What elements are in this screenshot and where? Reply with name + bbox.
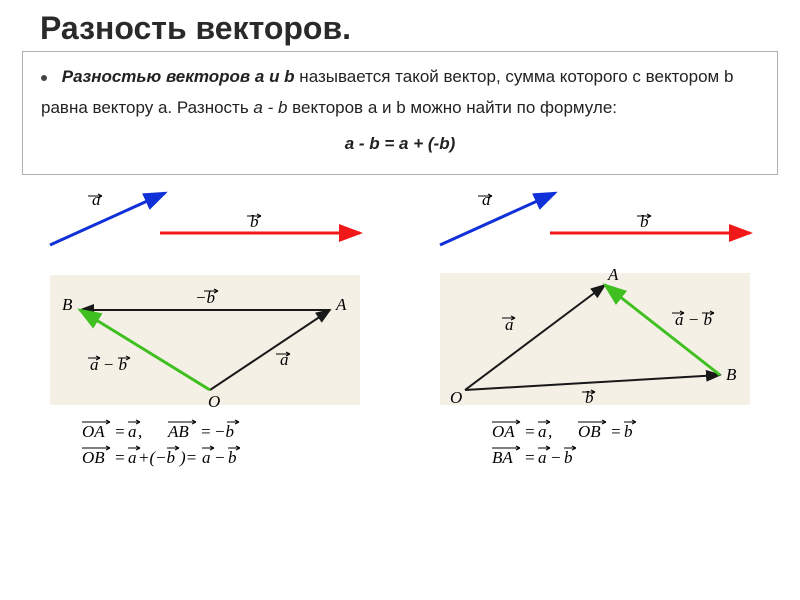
diagram-row: a b [0, 175, 800, 475]
eq-line-2: BA = a − b [492, 446, 576, 467]
svg-text:=: = [610, 422, 621, 441]
svg-text:a: a [538, 448, 547, 467]
svg-text:=: = [200, 422, 211, 441]
svg-text:b: b [624, 422, 633, 441]
vector-a [50, 193, 165, 245]
svg-text:a: a [128, 448, 137, 467]
svg-text:−: − [214, 448, 225, 467]
def-rest3: векторов a и b можно найти по формуле: [287, 98, 617, 117]
label-b: b [640, 212, 649, 231]
left-panel: a b [20, 185, 390, 475]
point-A: A [607, 265, 619, 284]
left-equations: OA = a , AB = −b OB = a +( −b [20, 415, 390, 475]
point-B: B [62, 295, 73, 314]
svg-text:+(: +( [138, 448, 156, 467]
right-panel: a b O A B a [410, 185, 780, 475]
point-A: A [335, 295, 347, 314]
svg-text:−b: −b [155, 448, 175, 467]
vector-a [440, 193, 555, 245]
svg-text:=: = [524, 448, 535, 467]
svg-text:=: = [114, 422, 125, 441]
right-equations: OA = a , OB = b BA = a − b [410, 415, 780, 475]
svg-text:b: b [228, 448, 237, 467]
bullet-icon [41, 75, 47, 81]
page-title: Разность векторов. [0, 0, 800, 47]
svg-text:OA: OA [492, 422, 515, 441]
svg-text:)=: )= [179, 448, 197, 467]
svg-text:a: a [202, 448, 211, 467]
right-top-vectors: a b [410, 185, 780, 255]
svg-text:OB: OB [82, 448, 105, 467]
def-lead: Разностью векторов a и b [62, 67, 295, 86]
eq-line-1: OA = a , AB = −b [82, 420, 239, 441]
svg-text:=: = [114, 448, 125, 467]
svg-text:a: a [128, 422, 137, 441]
point-O: O [208, 392, 220, 411]
svg-text:a: a [538, 422, 547, 441]
eq-line-1: OA = a , OB = b [492, 420, 636, 441]
definition-box: Разностью векторов a и b называется тако… [22, 51, 778, 175]
svg-text:,: , [138, 422, 142, 441]
eq-line-2: OB = a +( −b )= a − b [82, 446, 240, 467]
point-O: O [450, 388, 462, 407]
def-rest2: a - b [253, 98, 287, 117]
svg-text:=: = [524, 422, 535, 441]
left-triangle: O A B a −b a − b [20, 255, 390, 415]
svg-text:OB: OB [578, 422, 601, 441]
point-B: B [726, 365, 737, 384]
right-triangle: O A B a b a − b [410, 255, 780, 415]
svg-text:,: , [548, 422, 552, 441]
svg-text:AB: AB [167, 422, 189, 441]
svg-text:−b: −b [214, 422, 234, 441]
def-formula: a - b = a + (-b) [41, 129, 759, 160]
left-top-vectors: a b [20, 185, 390, 255]
svg-text:b: b [564, 448, 573, 467]
svg-text:OA: OA [82, 422, 105, 441]
label-a: a [92, 190, 101, 209]
svg-text:−: − [550, 448, 561, 467]
label-a: a [482, 190, 491, 209]
svg-text:BA: BA [492, 448, 513, 467]
label-b: b [250, 212, 259, 231]
